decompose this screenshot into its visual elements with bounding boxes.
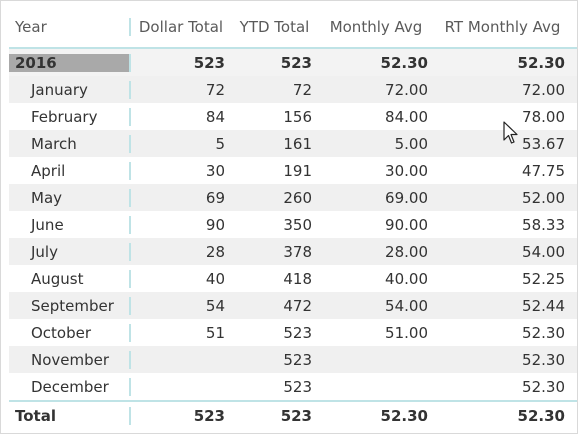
month-monthly-avg: 72.00 xyxy=(385,80,428,99)
month-ytd-total: 72 xyxy=(292,80,312,99)
year-monthly-avg: 52.30 xyxy=(380,53,428,72)
month-rt-monthly-avg: 54.00 xyxy=(522,242,565,261)
month-dollar-total: 28 xyxy=(205,242,225,261)
month-ytd-total: 260 xyxy=(283,188,312,207)
header-rt-monthly-avg[interactable]: RT Monthly Avg xyxy=(444,18,561,36)
table-row[interactable]: July 28 378 28.00 54.00 xyxy=(9,238,577,265)
month-ytd-total: 378 xyxy=(283,242,312,261)
month-label: May xyxy=(9,188,131,207)
month-ytd-total: 523 xyxy=(283,377,312,396)
month-ytd-total: 472 xyxy=(283,296,312,315)
month-dollar-total: 84 xyxy=(205,107,225,126)
header-year[interactable]: Year xyxy=(9,18,131,36)
month-dollar-total: 40 xyxy=(205,269,225,288)
table-row[interactable]: September 54 472 54.00 52.44 xyxy=(9,292,577,319)
month-monthly-avg: 28.00 xyxy=(385,242,428,261)
month-monthly-avg: 40.00 xyxy=(385,269,428,288)
month-label: July xyxy=(9,242,131,261)
year-rt-monthly-avg: 52.30 xyxy=(517,53,565,72)
matrix-header-row: Year Dollar Total YTD Total Monthly Avg … xyxy=(9,7,577,49)
month-dollar-total: 5 xyxy=(215,134,225,153)
month-label: March xyxy=(9,134,131,153)
month-ytd-total: 191 xyxy=(283,161,312,180)
month-monthly-avg: 30.00 xyxy=(385,161,428,180)
month-label: January xyxy=(9,80,131,99)
month-label: June xyxy=(9,215,131,234)
month-ytd-total: 161 xyxy=(283,134,312,153)
month-dollar-total: 54 xyxy=(205,296,225,315)
month-rt-monthly-avg: 78.00 xyxy=(522,107,565,126)
month-rt-monthly-avg: 47.75 xyxy=(522,161,565,180)
month-monthly-avg: 69.00 xyxy=(385,188,428,207)
total-rt-monthly-avg: 52.30 xyxy=(517,406,565,425)
month-dollar-total: 30 xyxy=(205,161,225,180)
month-ytd-total: 523 xyxy=(283,323,312,342)
total-ytd-total: 523 xyxy=(280,406,312,425)
month-rt-monthly-avg: 72.00 xyxy=(522,80,565,99)
table-row[interactable]: December 523 52.30 xyxy=(9,373,577,400)
table-row[interactable]: October 51 523 51.00 52.30 xyxy=(9,319,577,346)
mouse-pointer-icon xyxy=(503,121,518,144)
month-rt-monthly-avg: 52.00 xyxy=(522,188,565,207)
header-dollar-total[interactable]: Dollar Total xyxy=(138,18,224,36)
total-monthly-avg: 52.30 xyxy=(380,406,428,425)
month-label: February xyxy=(9,107,131,126)
table-row[interactable]: November 523 52.30 xyxy=(9,346,577,373)
total-label: Total xyxy=(9,406,131,425)
month-rows: January 72 72 72.00 72.00 February 84 15… xyxy=(9,76,577,400)
month-monthly-avg: 84.00 xyxy=(385,107,428,126)
total-row: Total 523 523 52.30 52.30 xyxy=(9,400,577,429)
month-label: April xyxy=(9,161,131,180)
year-row-2016[interactable]: 2016 523 523 52.30 52.30 xyxy=(9,49,577,76)
month-dollar-total: 90 xyxy=(205,215,225,234)
table-row[interactable]: January 72 72 72.00 72.00 xyxy=(9,76,577,103)
month-dollar-total: 51 xyxy=(205,323,225,342)
month-rt-monthly-avg: 52.30 xyxy=(522,323,565,342)
month-ytd-total: 350 xyxy=(283,215,312,234)
table-row[interactable]: April 30 191 30.00 47.75 xyxy=(9,157,577,184)
table-row[interactable]: June 90 350 90.00 58.33 xyxy=(9,211,577,238)
month-label: August xyxy=(9,269,131,288)
month-label: October xyxy=(9,323,131,342)
month-dollar-total: 72 xyxy=(205,80,225,99)
month-monthly-avg: 5.00 xyxy=(394,134,428,153)
month-rt-monthly-avg: 52.30 xyxy=(522,377,565,396)
month-label: November xyxy=(9,350,131,369)
month-ytd-total: 523 xyxy=(283,350,312,369)
year-label[interactable]: 2016 xyxy=(9,53,131,72)
month-rt-monthly-avg: 52.44 xyxy=(522,296,565,315)
month-monthly-avg: 90.00 xyxy=(385,215,428,234)
month-monthly-avg: 51.00 xyxy=(385,323,428,342)
header-ytd-total[interactable]: YTD Total xyxy=(239,18,310,36)
month-rt-monthly-avg: 58.33 xyxy=(522,215,565,234)
table-row[interactable]: February 84 156 84.00 78.00 xyxy=(9,103,577,130)
month-label: September xyxy=(9,296,131,315)
table-row[interactable]: May 69 260 69.00 52.00 xyxy=(9,184,577,211)
month-rt-monthly-avg: 52.25 xyxy=(522,269,565,288)
month-ytd-total: 418 xyxy=(283,269,312,288)
total-dollar-total: 523 xyxy=(193,406,225,425)
year-ytd-total: 523 xyxy=(280,53,312,72)
month-monthly-avg: 54.00 xyxy=(385,296,428,315)
table-row[interactable]: March 5 161 5.00 53.67 xyxy=(9,130,577,157)
month-dollar-total: 69 xyxy=(205,188,225,207)
month-ytd-total: 156 xyxy=(283,107,312,126)
header-monthly-avg[interactable]: Monthly Avg xyxy=(329,18,423,36)
table-row[interactable]: August 40 418 40.00 52.25 xyxy=(9,265,577,292)
month-label: December xyxy=(9,377,131,396)
year-dollar-total: 523 xyxy=(193,53,225,72)
month-rt-monthly-avg: 53.67 xyxy=(522,134,565,153)
matrix-table: Year Dollar Total YTD Total Monthly Avg … xyxy=(9,7,577,429)
month-rt-monthly-avg: 52.30 xyxy=(522,350,565,369)
